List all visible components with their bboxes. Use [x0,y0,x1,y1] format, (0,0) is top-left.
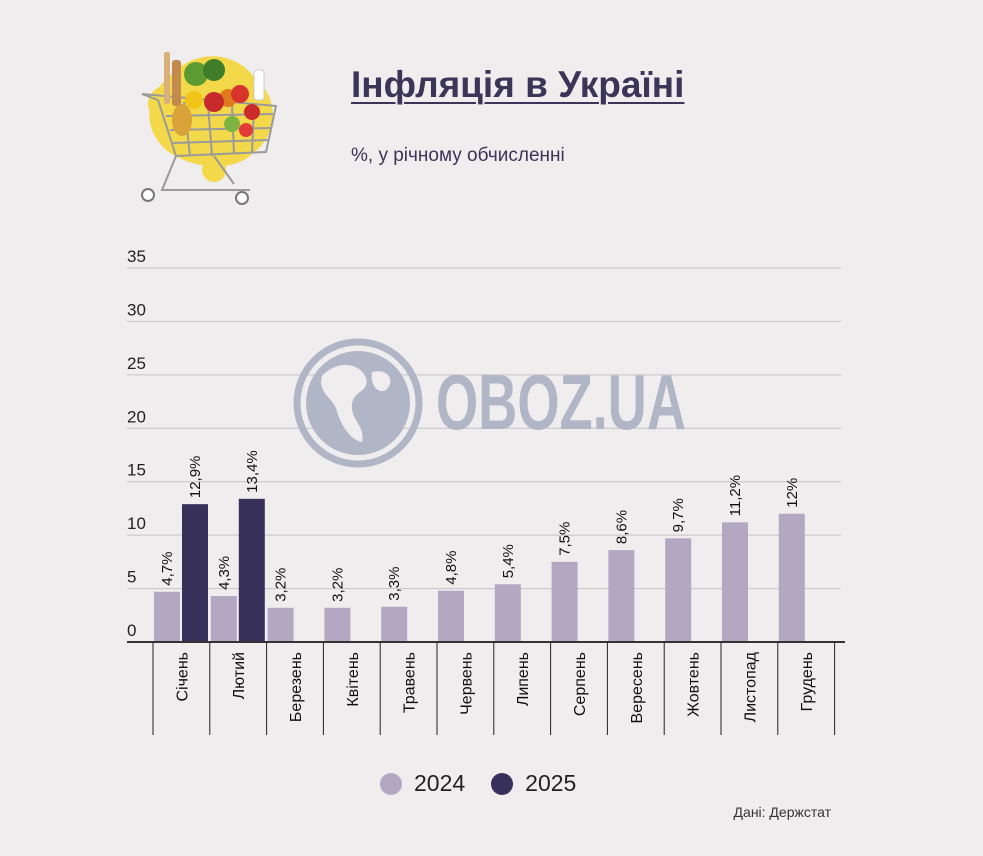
y-tick-label-35: 35 [127,247,146,266]
legend-item-2024: 2024 [380,770,465,797]
x-tick-label-2: Лютий [231,652,248,699]
legend-swatch-2024 [380,772,402,795]
legend-label-2024: 2024 [414,770,466,796]
value-label-2024-10: 9,7% [670,498,687,532]
x-tick-label-8: Серпень [572,652,589,716]
bar-chart: OBOZ.UA 4,7%12,9%4,3%13,4%3,2% 3,2% 3,3% 4,… [127,247,845,735]
value-label-2025-2: 13,4% [244,450,261,493]
bar-2024-5 [381,606,408,642]
value-label-2024-3: 3,2% [273,568,290,602]
x-tick-label-7: Липень [515,652,532,706]
y-tick-label-20: 20 [127,407,146,426]
y-tick-label-10: 10 [127,514,146,533]
x-tick-label-5: Травень [402,652,419,713]
value-label-2024-8: 7,5% [557,522,574,556]
bar-2024-10 [665,538,692,642]
value-label-2024-9: 8,6% [613,510,630,544]
data-source: Дані: Держстат [733,804,831,820]
bar-2024-3 [267,607,294,642]
y-tick-label-25: 25 [127,354,146,373]
bar-2024-8 [551,561,578,642]
bar-2024-9 [608,550,635,642]
value-label-2024-7: 5,4% [500,544,517,578]
watermark: OBOZ.UA [293,338,686,468]
x-tick-label-4: Квітень [345,652,362,707]
bar-2024-4 [324,607,351,642]
x-tick-label-1: Січень [174,652,191,702]
bar-2024-2 [210,596,237,642]
value-label-2024-2: 4,3% [216,556,233,590]
y-tick-label-5: 5 [127,568,136,587]
watermark-text: OBOZ.UA [436,358,686,446]
bar-2024-11 [722,522,748,642]
value-label-2024-1: 4,7% [159,552,176,586]
chart-subtitle: %, у річному обчисленні [351,145,565,166]
value-label-2024-5: 3,3% [386,567,403,601]
legend-label-2025: 2025 [525,770,577,796]
value-label-2024-12: 12% [784,478,801,508]
x-tick-label-10: Жовтень [686,652,703,717]
bar-2024-1 [154,591,180,642]
legend-item-2025: 2025 [491,770,576,797]
bar-2024-7 [494,584,521,642]
y-tick-label-0: 0 [127,621,136,640]
y-tick-label-15: 15 [127,461,146,480]
value-label-2025-1: 12,9% [187,456,204,499]
x-tick-label-12: Грудень [799,652,816,711]
y-tick-label-30: 30 [127,300,146,319]
bar-2025-1 [182,504,208,642]
value-label-2024-4: 3,2% [329,568,346,602]
x-tick-label-3: Березень [288,652,305,722]
axes: 0 5 10 15 20 25 30 35 Січень Лютий Березень Квітень… [127,247,845,735]
x-tick-label-9: Вересень [629,652,646,723]
x-tick-label-6: Червень [458,652,475,715]
value-label-2024-6: 4,8% [443,551,460,585]
bar-2025-2 [238,498,265,642]
bar-2024-12 [778,513,805,642]
bars [154,498,805,642]
value-labels: 4,7% 12,9% 4,3% 13,4% 3,2% 3,2% 3,3% 4,8% 5,4% 7,… [159,450,801,602]
legend-swatch-2025 [491,772,514,795]
globe-logo-icon [293,338,423,468]
value-label-2024-11: 11,2% [727,475,744,516]
shopping-cart-icon [141,52,278,205]
x-tick-label-11: Листопад [742,651,759,722]
legend: 2024 2025 [380,770,590,797]
bar-2024-6 [438,590,464,642]
chart-title: Інфляція в Україні [351,64,685,105]
